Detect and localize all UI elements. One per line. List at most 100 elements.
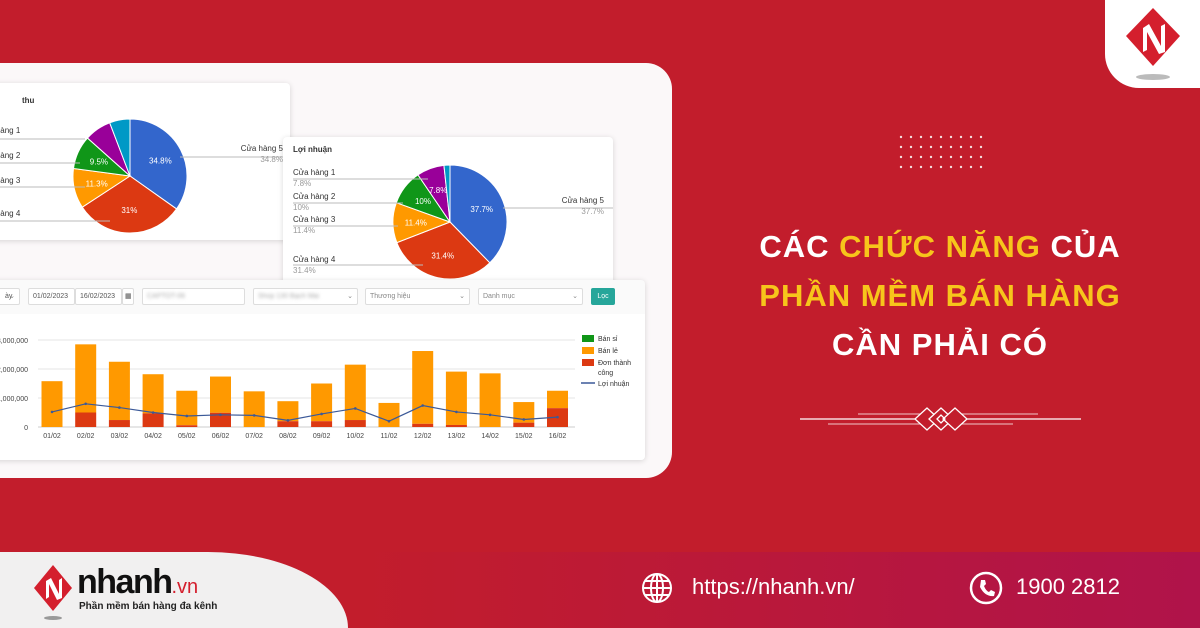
line-point xyxy=(488,413,492,417)
calendar-icon[interactable]: ▦ xyxy=(122,288,134,305)
nhanh-logo-icon xyxy=(1126,8,1180,80)
line-point xyxy=(421,404,425,407)
pie-legend-label: Cửa hàng 4 xyxy=(0,209,21,218)
legend-swatch xyxy=(582,335,594,342)
x-tick-label: 15/02 xyxy=(515,433,533,440)
line-loi-nhuan xyxy=(51,403,558,422)
pie-legend-value: 34.8% xyxy=(260,155,283,164)
y-tick-label: 1,000,000 xyxy=(0,396,28,403)
pie-slice-label: 31.4% xyxy=(431,251,454,260)
pie-slice-label: 37.7% xyxy=(470,205,493,214)
bar-don-thanh-cong xyxy=(513,422,535,427)
pie-slice xyxy=(443,164,451,223)
legend-swatch xyxy=(582,347,594,354)
bar-ban-le xyxy=(378,402,400,427)
pie-legend-value: 37.7% xyxy=(581,207,604,216)
x-tick-label: 04/02 xyxy=(144,433,162,440)
footer-brand: nhanh.vn xyxy=(77,563,198,602)
date-from-input[interactable]: 01/02/2023 xyxy=(28,288,75,305)
dot xyxy=(929,165,933,169)
legend-label: Lợi nhuận xyxy=(598,381,630,388)
brand-suffix: .vn xyxy=(171,576,199,598)
bar-ban-le xyxy=(479,373,501,427)
bar-don-thanh-cong xyxy=(311,421,333,427)
pie-legend-label: Cửa hàng 3 xyxy=(293,215,336,224)
pie-legend-label: Cửa hàng 1 xyxy=(293,168,336,177)
bar-ban-le xyxy=(210,376,231,413)
pie-legend-label: Cửa hàng 1 xyxy=(0,126,21,135)
globe-icon xyxy=(642,573,672,603)
website-link[interactable]: https://nhanh.vn/ xyxy=(692,574,855,599)
line-point xyxy=(387,419,391,423)
brand-name: nhanh xyxy=(77,563,173,601)
line-point xyxy=(455,410,458,414)
bar-ban-le xyxy=(344,364,366,421)
bar-don-thanh-cong xyxy=(412,423,434,427)
dot xyxy=(959,165,963,169)
dot xyxy=(949,165,953,169)
pie-legend-label: Cửa hàng 3 xyxy=(0,176,21,185)
dot xyxy=(949,145,953,149)
bar-ban-le xyxy=(243,391,265,427)
line-point xyxy=(50,410,54,414)
bar-ban-le xyxy=(547,390,568,409)
bar-ban-le xyxy=(75,344,97,413)
x-tick-label: 09/02 xyxy=(313,433,331,440)
dot xyxy=(929,135,933,139)
dot xyxy=(899,155,903,159)
pie-slice-label: 7.8% xyxy=(429,186,447,195)
headline-line1-a: CÁC xyxy=(759,229,840,264)
legend-label: Đơn thành công xyxy=(598,360,631,377)
profit-pie-chart: 37.7% 31.4% 11.4% 10% 7.8% Cửa hàng 1 7.8% Cửa … xyxy=(293,164,613,280)
dot xyxy=(959,135,963,139)
line-point xyxy=(320,412,323,416)
period-select[interactable]: ày ⌄ xyxy=(0,288,20,305)
x-tick-label: 05/02 xyxy=(178,433,196,440)
category-select[interactable]: Danh mục ⌄ xyxy=(478,288,583,305)
nhanh-brand-icon xyxy=(34,565,72,620)
search-input[interactable]: CAPTOT-06 xyxy=(142,288,245,305)
pie-slice-label: 9.5% xyxy=(90,158,108,167)
dot xyxy=(959,145,963,149)
ornament-divider-icon xyxy=(800,407,1081,431)
bar-don-thanh-cong xyxy=(210,412,231,427)
dot xyxy=(979,145,983,149)
dot xyxy=(959,155,963,159)
x-tick-label: 13/02 xyxy=(448,433,466,440)
line-point xyxy=(185,414,189,418)
pie-slice-label: 11.4% xyxy=(405,218,427,227)
filter-button[interactable]: Lọc xyxy=(591,288,615,305)
pie-legend-value: 7.8% xyxy=(293,179,311,188)
phone-link[interactable]: 1900 2812 xyxy=(1016,574,1120,599)
pie-slice-label: 31% xyxy=(121,206,137,215)
dot xyxy=(939,165,943,169)
date-to-input[interactable]: 16/02/2023 xyxy=(75,288,122,305)
dot xyxy=(949,155,953,159)
logo-tab xyxy=(1105,0,1200,88)
bar-ban-le xyxy=(412,351,434,424)
dot xyxy=(939,135,943,139)
bar-don-thanh-cong xyxy=(344,420,366,427)
bar-ban-le xyxy=(41,381,63,427)
store-select[interactable]: Shop 130 Bạch Mai ⌄ xyxy=(253,288,358,305)
dot xyxy=(909,135,913,139)
dot xyxy=(899,145,903,149)
dot xyxy=(909,155,913,159)
bar-ban-le xyxy=(311,383,333,422)
line-point xyxy=(118,406,121,409)
line-point xyxy=(556,415,559,419)
dots-decoration-icon xyxy=(899,135,983,169)
bar-don-thanh-cong xyxy=(277,421,299,427)
x-tick-label: 10/02 xyxy=(347,433,365,440)
revenue-pie-card: thu 34.8% 31% 11.3% 9.5% Cửa hàng 1 Cửa hàng … xyxy=(0,83,290,240)
bar-don-thanh-cong xyxy=(176,425,198,427)
brand-select[interactable]: Thương hiệu ⌄ xyxy=(365,288,470,305)
x-tick-label: 01/02 xyxy=(43,433,61,440)
dot xyxy=(919,165,923,169)
x-tick-label: 07/02 xyxy=(245,433,263,440)
dot xyxy=(909,165,913,169)
bar-ban-le xyxy=(176,390,198,426)
x-tick-label: 08/02 xyxy=(279,433,297,440)
legend-label: Bán sỉ xyxy=(598,335,618,343)
bar-don-thanh-cong xyxy=(445,424,467,427)
